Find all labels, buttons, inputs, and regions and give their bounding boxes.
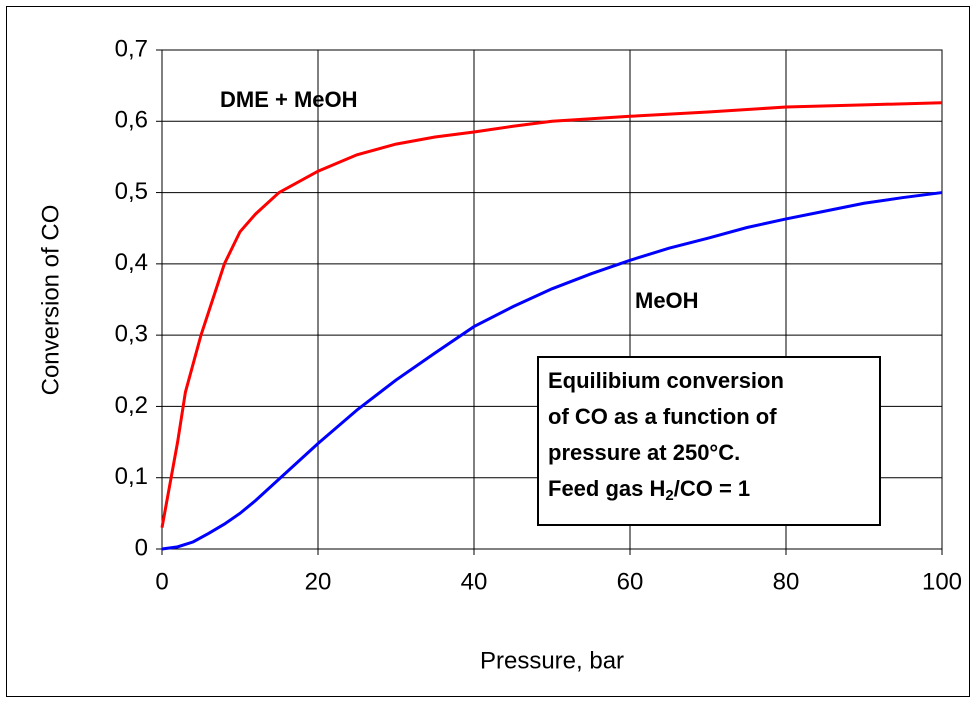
x-tick-label: 100	[922, 568, 962, 595]
y-tick-label: 0,5	[115, 178, 148, 205]
y-tick-label: 0,6	[115, 107, 148, 134]
x-tick-label: 40	[461, 568, 488, 595]
y-tick-label: 0,4	[115, 249, 148, 276]
y-axis-label: Conversion of CO	[37, 205, 64, 396]
x-tick-label: 0	[155, 568, 168, 595]
y-tick-label: 0,1	[115, 463, 148, 490]
y-tick-label: 0,2	[115, 392, 148, 419]
series-label: DME + MeOH	[220, 87, 358, 112]
annotation-text: Feed gas H	[548, 476, 665, 501]
x-tick-label: 60	[617, 568, 644, 595]
annotation-line: pressure at 250°C.	[548, 440, 740, 465]
annotation-text: /CO = 1	[674, 476, 750, 501]
series-line	[161, 191, 943, 551]
annotation-line: of CO as a function of	[548, 404, 777, 429]
y-tick-label: 0	[135, 534, 148, 561]
annotation-line: Feed gas H2/CO = 1	[548, 476, 750, 504]
annotation-line: Equilibium conversion	[548, 368, 784, 393]
frame	[6, 6, 970, 697]
x-tick-label: 20	[305, 568, 332, 595]
series-label: MeOH	[635, 288, 699, 313]
y-tick-label: 0,3	[115, 320, 148, 347]
x-axis-label: Pressure, bar	[480, 647, 624, 674]
annotation-subscript: 2	[665, 487, 673, 504]
annotation-box	[537, 356, 881, 526]
series-line	[160, 101, 943, 528]
y-tick-label: 0,7	[115, 35, 148, 62]
plot-border	[161, 49, 943, 550]
x-tick-label: 80	[773, 568, 800, 595]
